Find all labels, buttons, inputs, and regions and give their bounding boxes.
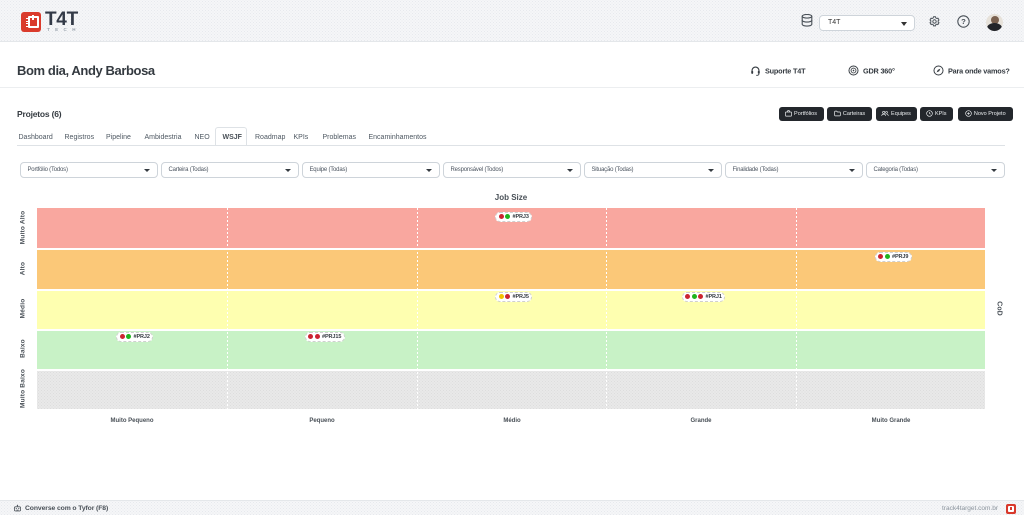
svg-text:?: ? — [961, 17, 966, 26]
